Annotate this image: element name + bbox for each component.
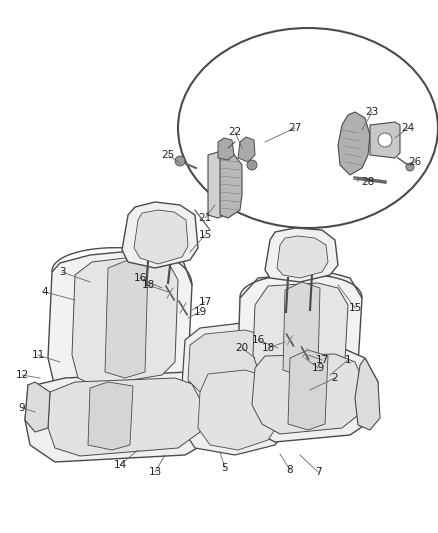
Polygon shape bbox=[208, 152, 225, 218]
Polygon shape bbox=[134, 210, 188, 264]
Text: 8: 8 bbox=[287, 465, 293, 475]
Text: 17: 17 bbox=[198, 297, 212, 307]
Text: 7: 7 bbox=[314, 467, 321, 477]
Text: 16: 16 bbox=[134, 273, 147, 283]
Polygon shape bbox=[253, 283, 348, 382]
Text: 1: 1 bbox=[345, 355, 351, 365]
Polygon shape bbox=[355, 358, 380, 430]
Text: 21: 21 bbox=[198, 213, 212, 223]
Text: 24: 24 bbox=[401, 123, 415, 133]
Text: 20: 20 bbox=[236, 343, 248, 353]
Text: 15: 15 bbox=[198, 230, 212, 240]
Text: 9: 9 bbox=[19, 403, 25, 413]
Text: 12: 12 bbox=[15, 370, 28, 380]
Polygon shape bbox=[338, 112, 370, 175]
Text: 18: 18 bbox=[141, 280, 155, 290]
Polygon shape bbox=[220, 152, 242, 218]
Circle shape bbox=[247, 160, 257, 170]
Polygon shape bbox=[288, 350, 328, 430]
Polygon shape bbox=[72, 255, 178, 386]
Circle shape bbox=[378, 133, 392, 147]
Polygon shape bbox=[48, 248, 192, 398]
Polygon shape bbox=[238, 137, 255, 162]
Text: 4: 4 bbox=[42, 287, 48, 297]
Polygon shape bbox=[182, 362, 290, 455]
Circle shape bbox=[175, 156, 185, 166]
Polygon shape bbox=[25, 372, 220, 462]
Text: 17: 17 bbox=[315, 355, 328, 365]
Text: 14: 14 bbox=[113, 460, 127, 470]
Polygon shape bbox=[182, 322, 278, 408]
Text: 28: 28 bbox=[361, 177, 374, 187]
Polygon shape bbox=[188, 330, 272, 398]
Text: 3: 3 bbox=[59, 267, 65, 277]
Text: 25: 25 bbox=[161, 150, 175, 160]
Text: 16: 16 bbox=[251, 335, 265, 345]
Polygon shape bbox=[88, 382, 133, 450]
Text: 19: 19 bbox=[311, 363, 325, 373]
Polygon shape bbox=[122, 202, 198, 268]
Polygon shape bbox=[252, 354, 365, 434]
Text: 11: 11 bbox=[32, 350, 45, 360]
Text: 22: 22 bbox=[228, 127, 242, 137]
Text: 15: 15 bbox=[348, 303, 362, 313]
Polygon shape bbox=[105, 260, 148, 378]
Polygon shape bbox=[370, 122, 400, 158]
Polygon shape bbox=[218, 138, 234, 160]
Text: 23: 23 bbox=[365, 107, 378, 117]
Polygon shape bbox=[48, 378, 203, 456]
Polygon shape bbox=[265, 228, 338, 282]
Circle shape bbox=[406, 163, 414, 171]
Polygon shape bbox=[235, 348, 378, 442]
Text: 2: 2 bbox=[332, 373, 338, 383]
Text: 13: 13 bbox=[148, 467, 162, 477]
Text: 27: 27 bbox=[288, 123, 302, 133]
Text: 26: 26 bbox=[408, 157, 422, 167]
Text: 5: 5 bbox=[222, 463, 228, 473]
Ellipse shape bbox=[178, 28, 438, 228]
Polygon shape bbox=[238, 272, 362, 390]
Polygon shape bbox=[25, 382, 50, 432]
Text: 18: 18 bbox=[261, 343, 275, 353]
Polygon shape bbox=[283, 282, 320, 376]
Polygon shape bbox=[198, 370, 280, 450]
Text: 19: 19 bbox=[193, 307, 207, 317]
Polygon shape bbox=[277, 236, 328, 278]
